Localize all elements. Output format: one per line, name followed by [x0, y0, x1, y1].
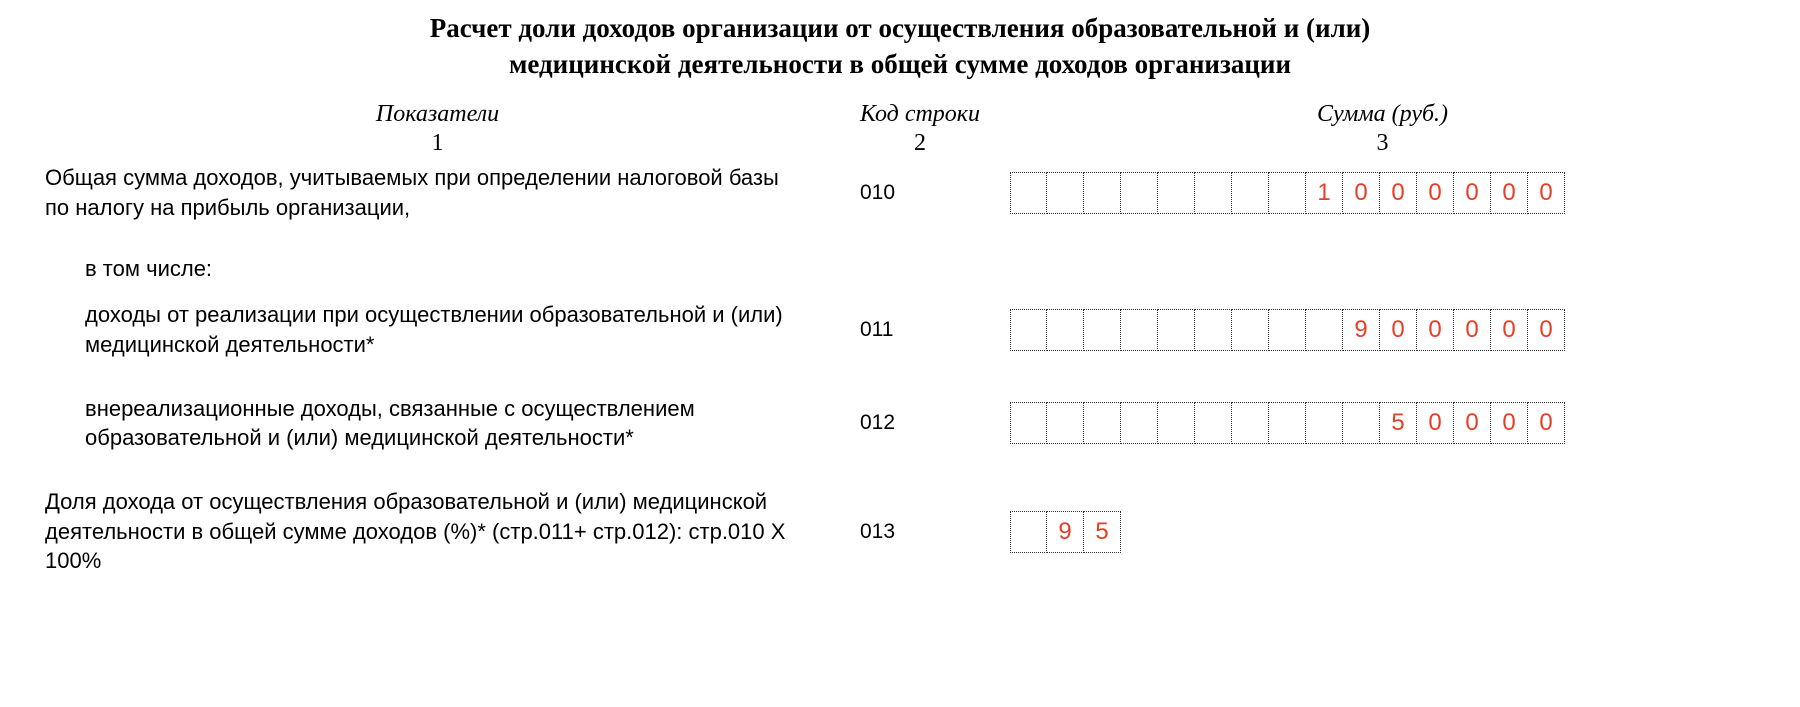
row-cells: 1000000 — [1010, 172, 1755, 214]
row-cells: 900000 — [1010, 309, 1755, 351]
value-cell: 0 — [1491, 402, 1528, 444]
value-cell — [1121, 309, 1158, 351]
table-row: доходы от реализации при осуществлении о… — [45, 300, 1755, 359]
cell-grid: 900000 — [1010, 309, 1565, 351]
value-cell — [1269, 402, 1306, 444]
value-cell: 5 — [1084, 511, 1121, 553]
value-cell — [1195, 309, 1232, 351]
header-num-2: 2 — [830, 130, 1010, 157]
value-cell — [1084, 309, 1121, 351]
value-cell — [1158, 402, 1195, 444]
cell-grid: 95 — [1010, 511, 1121, 553]
value-cell: 0 — [1417, 309, 1454, 351]
value-cell — [1047, 309, 1084, 351]
value-cell — [1010, 511, 1047, 553]
value-cell — [1232, 172, 1269, 214]
header-num-1: 1 — [45, 130, 830, 157]
value-cell — [1232, 309, 1269, 351]
header-indicators: Показатели — [376, 101, 499, 127]
value-cell: 0 — [1454, 309, 1491, 351]
row-description: Общая сумма доходов, учитываемых при опр… — [45, 163, 830, 222]
value-cell: 0 — [1491, 172, 1528, 214]
row-cells: 95 — [1010, 511, 1755, 553]
form-title: Расчет доли доходов организации от осуще… — [45, 10, 1755, 83]
value-cell: 0 — [1454, 402, 1491, 444]
header-sum: Сумма (руб.) — [1317, 101, 1448, 127]
value-cell: 0 — [1528, 172, 1565, 214]
value-cell — [1084, 172, 1121, 214]
value-cell: 0 — [1417, 402, 1454, 444]
value-cell — [1158, 172, 1195, 214]
value-cell — [1269, 309, 1306, 351]
value-cell: 9 — [1343, 309, 1380, 351]
value-cell — [1047, 402, 1084, 444]
value-cell — [1047, 172, 1084, 214]
value-cell — [1269, 172, 1306, 214]
value-cell — [1232, 402, 1269, 444]
table-row: внереализационные доходы, связанные с ос… — [45, 394, 1755, 453]
table-row: Доля дохода от осуществления образовател… — [45, 487, 1755, 576]
value-cell — [1195, 402, 1232, 444]
row-description: Доля дохода от осуществления образовател… — [45, 487, 830, 576]
value-cell — [1306, 309, 1343, 351]
header-num-3: 3 — [1010, 130, 1755, 157]
subtext-row: в том числе: — [45, 256, 1755, 282]
value-cell: 0 — [1454, 172, 1491, 214]
row-code: 011 — [830, 318, 1010, 342]
value-cell: 0 — [1343, 172, 1380, 214]
value-cell — [1306, 402, 1343, 444]
row-cells: 50000 — [1010, 402, 1755, 444]
value-cell — [1084, 402, 1121, 444]
value-cell — [1010, 309, 1047, 351]
cell-grid: 50000 — [1010, 402, 1565, 444]
row-code: 013 — [830, 520, 1010, 544]
cell-grid: 1000000 — [1010, 172, 1565, 214]
table-row: Общая сумма доходов, учитываемых при опр… — [45, 163, 1755, 222]
value-cell — [1121, 172, 1158, 214]
value-cell — [1158, 309, 1195, 351]
row-description: внереализационные доходы, связанные с ос… — [45, 394, 830, 453]
value-cell: 0 — [1528, 309, 1565, 351]
row-code: 010 — [830, 181, 1010, 205]
row-code: 012 — [830, 411, 1010, 435]
value-cell: 0 — [1417, 172, 1454, 214]
value-cell — [1195, 172, 1232, 214]
value-cell — [1121, 402, 1158, 444]
value-cell: 1 — [1306, 172, 1343, 214]
value-cell — [1343, 402, 1380, 444]
value-cell: 0 — [1380, 309, 1417, 351]
value-cell: 0 — [1380, 172, 1417, 214]
value-cell — [1010, 172, 1047, 214]
column-headers: Показатели 1 Код строки 2 Сумма (руб.) 3 — [45, 101, 1755, 157]
value-cell: 5 — [1380, 402, 1417, 444]
value-cell: 0 — [1491, 309, 1528, 351]
title-line-2: медицинской деятельности в общей сумме д… — [509, 49, 1291, 79]
header-line-code: Код строки — [860, 101, 980, 127]
value-cell: 9 — [1047, 511, 1084, 553]
value-cell: 0 — [1528, 402, 1565, 444]
title-line-1: Расчет доли доходов организации от осуще… — [430, 13, 1371, 43]
value-cell — [1010, 402, 1047, 444]
subtext-label: в том числе: — [45, 256, 1755, 282]
row-description: доходы от реализации при осуществлении о… — [45, 300, 830, 359]
